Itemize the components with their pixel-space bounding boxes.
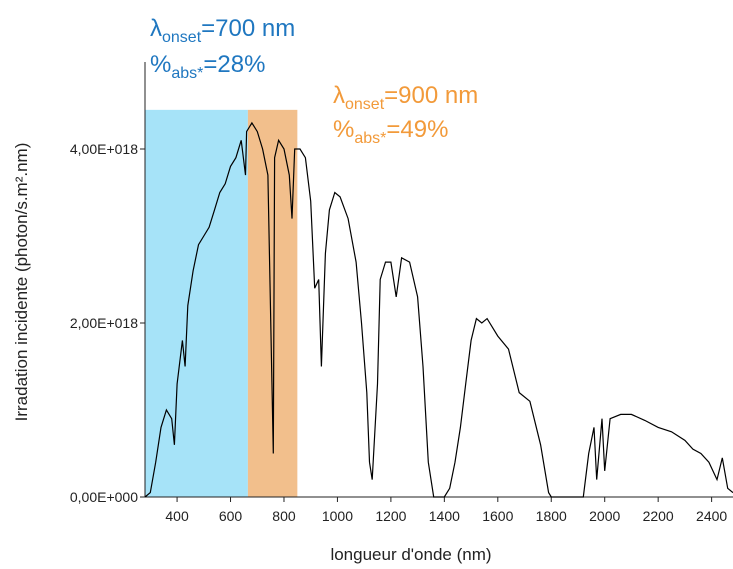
- x-tick-label: 2000: [589, 508, 620, 524]
- y-axis-label: Irradation incidente (photon/s.m².nm): [12, 143, 31, 422]
- annotation-part: =49%: [386, 116, 448, 143]
- x-tick-label: 800: [272, 508, 296, 524]
- annotation-part: onset: [162, 29, 202, 46]
- x-tick-label: 2400: [696, 508, 727, 524]
- annotation-part: %: [333, 116, 354, 143]
- annotation-part: abs*: [354, 130, 386, 147]
- annotation-part: =700 nm: [201, 15, 295, 42]
- x-tick-label: 1600: [482, 508, 513, 524]
- annotation-part: onset: [345, 96, 385, 113]
- annotation: λonset=900 nm: [333, 82, 478, 113]
- annotation-part: λ: [150, 15, 162, 42]
- y-tick-label: 0,00E+000: [70, 489, 138, 505]
- x-tick-label: 1200: [375, 508, 406, 524]
- annotation-part: =900 nm: [384, 82, 478, 109]
- spectrum-line: [144, 121, 733, 498]
- x-tick-label: 1400: [429, 508, 460, 524]
- y-tick-label: 4,00E+018: [70, 141, 138, 157]
- x-tick-label: 600: [219, 508, 243, 524]
- x-tick-label: 1800: [536, 508, 567, 524]
- x-tick-label: 1000: [322, 508, 353, 524]
- annotation-part: =28%: [203, 51, 265, 78]
- annotation-part: abs*: [171, 65, 203, 82]
- annotation-part: %: [150, 51, 171, 78]
- y-tick-label: 2,00E+018: [70, 315, 138, 331]
- annotation-part: λ: [333, 82, 345, 109]
- annotation: %abs*=49%: [333, 116, 448, 147]
- x-tick-label: 400: [165, 508, 189, 524]
- highlight-span: [145, 109, 248, 497]
- x-tick-label: 2200: [643, 508, 674, 524]
- annotation: λonset=700 nm: [150, 15, 295, 46]
- annotation: %abs*=28%: [150, 51, 265, 82]
- x-axis-label: longueur d'onde (nm): [330, 545, 491, 564]
